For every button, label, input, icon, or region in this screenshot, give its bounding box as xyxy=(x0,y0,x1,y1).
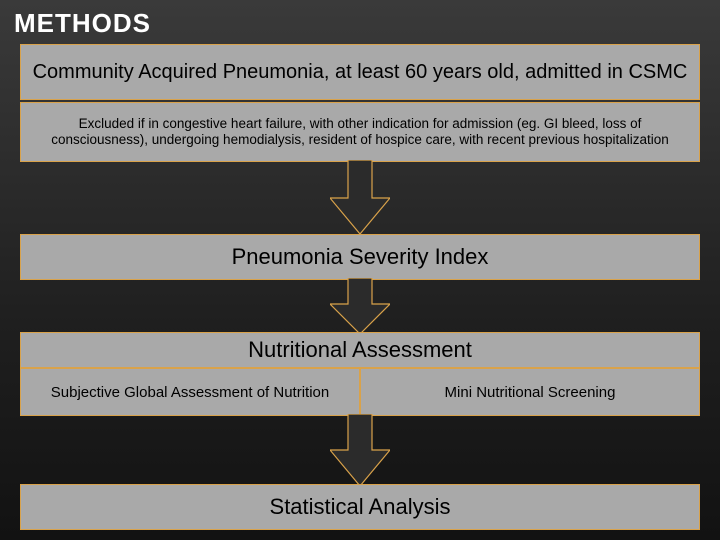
arrow-down-icon xyxy=(330,414,390,486)
page-title: METHODS xyxy=(14,8,151,39)
inclusion-criteria-box: Community Acquired Pneumonia, at least 6… xyxy=(20,44,700,100)
arrow-down-icon xyxy=(330,278,390,334)
nutritional-right-text: Mini Nutritional Screening xyxy=(445,384,616,401)
nutritional-right-box: Mini Nutritional Screening xyxy=(360,368,700,416)
nutritional-header-text: Nutritional Assessment xyxy=(248,337,472,363)
nutritional-row: Subjective Global Assessment of Nutritio… xyxy=(20,368,700,416)
psi-box: Pneumonia Severity Index xyxy=(20,234,700,280)
exclusion-text: Excluded if in congestive heart failure,… xyxy=(31,116,689,147)
exclusion-criteria-box: Excluded if in congestive heart failure,… xyxy=(20,102,700,162)
psi-text: Pneumonia Severity Index xyxy=(232,244,489,270)
arrow-shape xyxy=(330,160,390,234)
inclusion-text: Community Acquired Pneumonia, at least 6… xyxy=(33,61,688,84)
arrow-down-icon xyxy=(330,160,390,234)
arrow-shape xyxy=(330,414,390,486)
nutritional-left-box: Subjective Global Assessment of Nutritio… xyxy=(20,368,360,416)
statistical-box: Statistical Analysis xyxy=(20,484,700,530)
statistical-text: Statistical Analysis xyxy=(270,494,451,520)
arrow-shape xyxy=(330,278,390,334)
nutritional-header-box: Nutritional Assessment xyxy=(20,332,700,368)
nutritional-left-text: Subjective Global Assessment of Nutritio… xyxy=(51,384,329,401)
